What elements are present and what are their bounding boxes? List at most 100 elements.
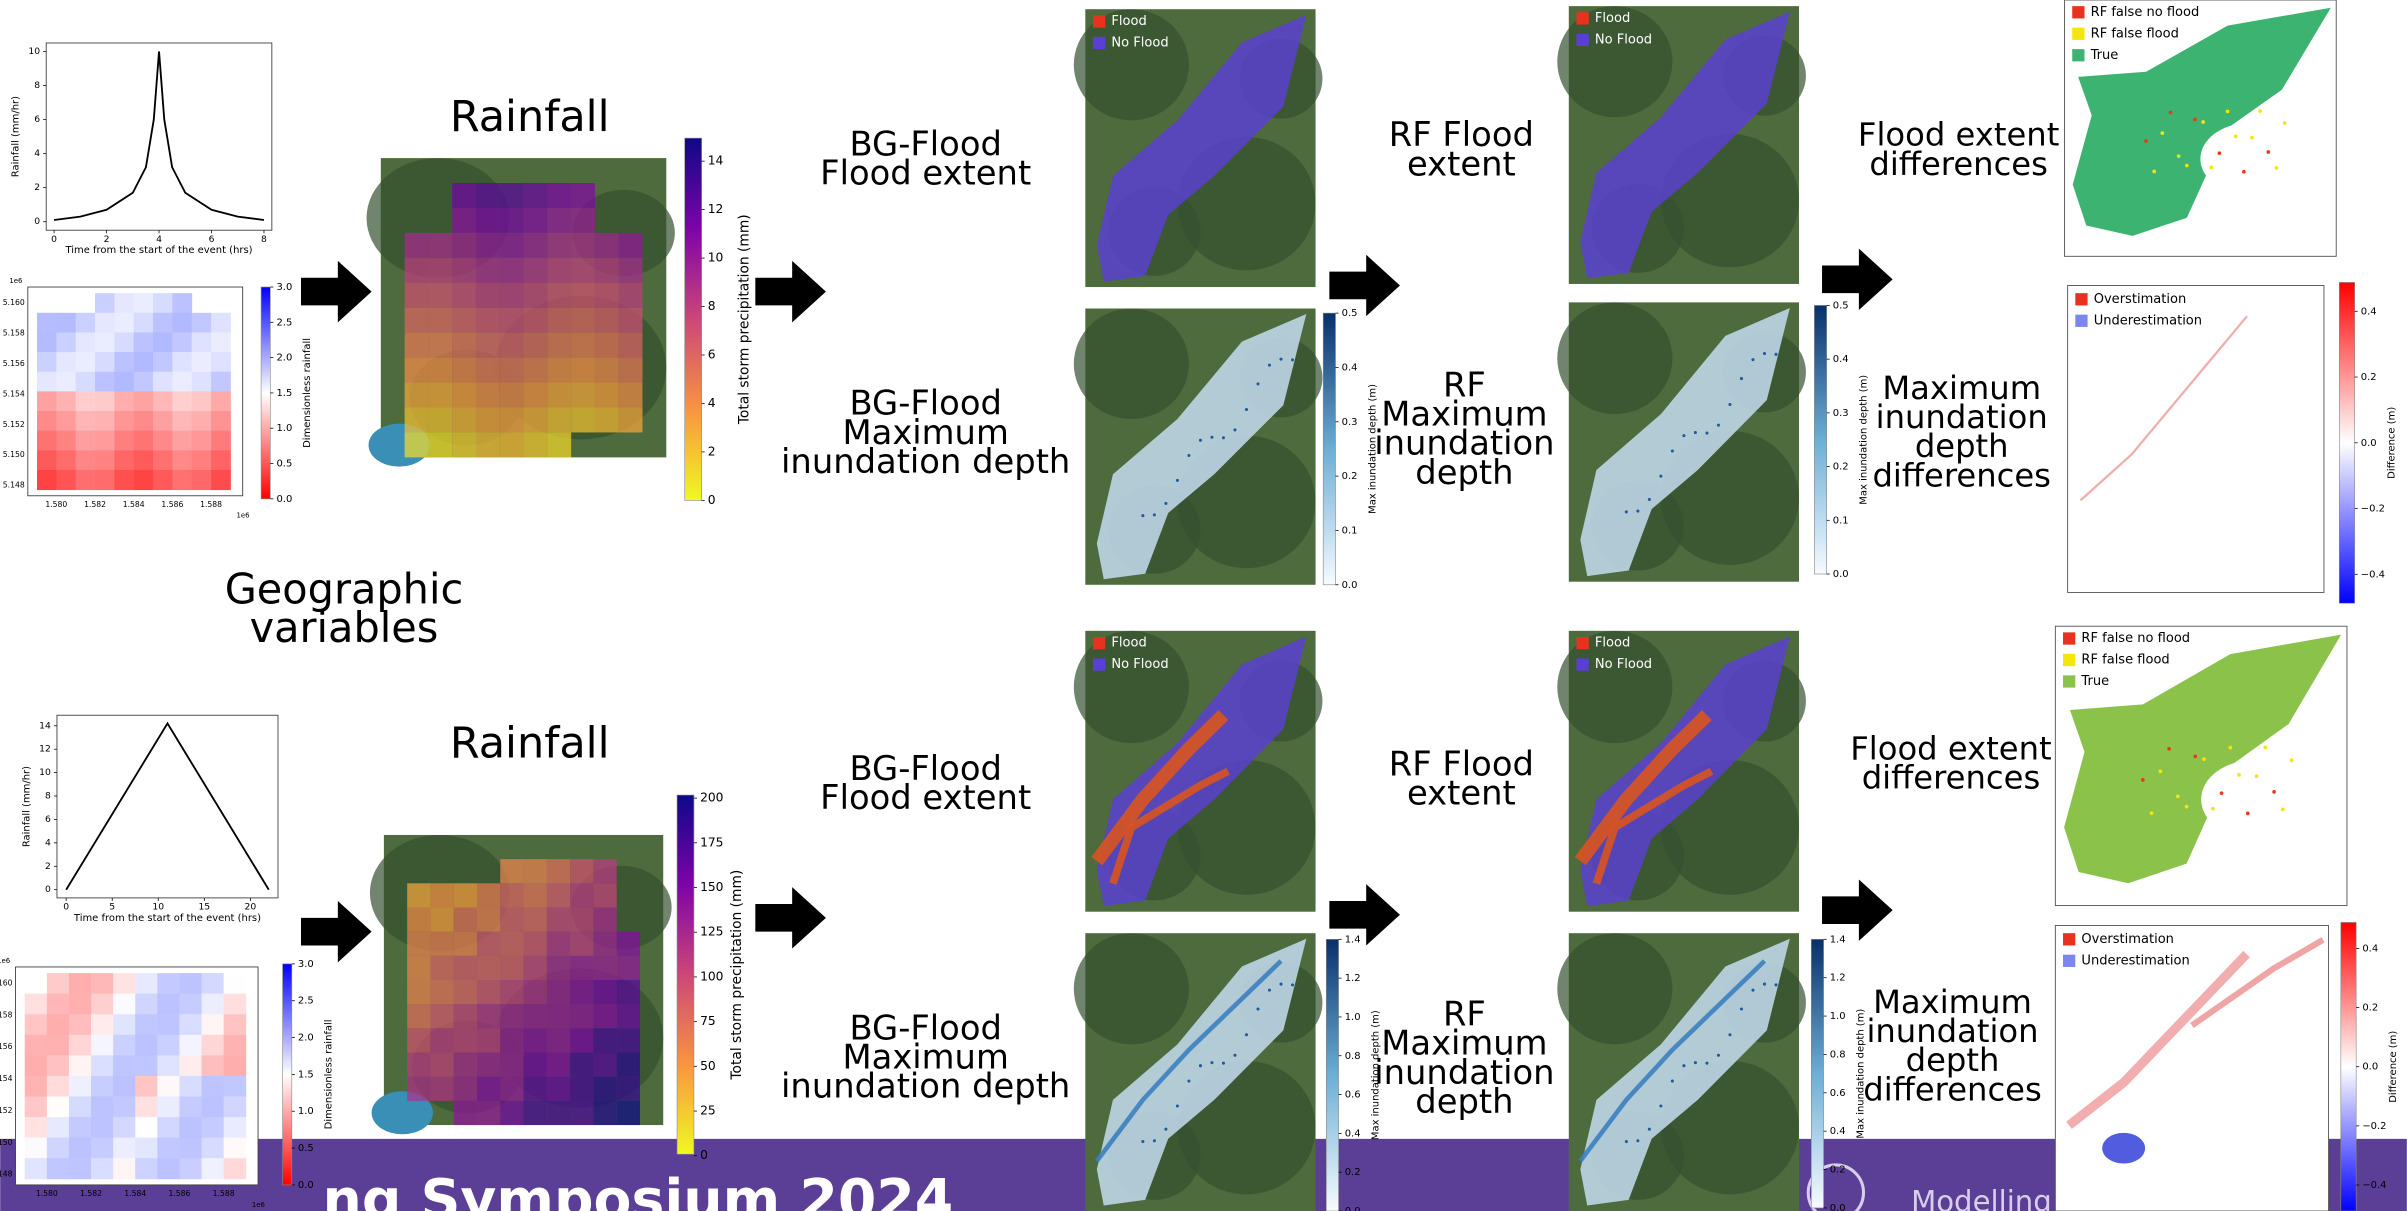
rainfall-cell [524, 208, 548, 233]
rainfall-cell [524, 1004, 547, 1028]
inundation-dot [1671, 1079, 1674, 1082]
rainfall-cell [428, 233, 452, 258]
inundation-dot [1245, 408, 1248, 411]
ratio-cell [69, 1076, 92, 1097]
colorbar-tick-label: 0.0 [1342, 580, 1358, 591]
colorbar-tick-label: 0.0 [1345, 1206, 1361, 1211]
colorbar-tick-label: 0.6 [1830, 1088, 1846, 1099]
rainfall-cell [430, 1028, 453, 1052]
rainfall-cell [452, 383, 476, 408]
panel-title: extent [1407, 774, 1516, 813]
rainfall-cell [428, 308, 452, 333]
colorbar-tick-label: 0.2 [1830, 1165, 1846, 1176]
rainfall-cell [500, 1101, 523, 1125]
rainfall-cell [570, 859, 593, 883]
colorbar-tick-label: 0.8 [1830, 1049, 1846, 1060]
x-tick-label: 15 [198, 902, 210, 913]
ratio-cell [47, 1035, 70, 1056]
colorbar-tick-label: 75 [700, 1014, 716, 1028]
rainfall-cell [524, 183, 548, 208]
ratio-cell [202, 1035, 225, 1056]
rainfall-cell [452, 333, 476, 358]
ratio-cell [224, 1096, 247, 1117]
inundation-dot [1625, 510, 1628, 513]
rainfall-cell [593, 1101, 616, 1125]
rainfall-cell [547, 408, 571, 433]
colorbar-tick-label: 8 [708, 299, 716, 313]
diff-dot [2167, 747, 2171, 751]
rainfall-cell [407, 932, 430, 956]
inundation-dot [1740, 377, 1743, 380]
rainfall-cell [619, 233, 643, 258]
y-tick-label: 8 [45, 791, 51, 802]
legend-swatch [2072, 6, 2084, 18]
x-tick-label: 1.580 [36, 1189, 58, 1198]
colorbar-tick-label: 0.0 [1833, 569, 1849, 580]
rainfall-cell [571, 408, 595, 433]
legend-label: Overstimation [2081, 932, 2174, 947]
ratio-cell [192, 332, 212, 352]
rainfall-cell [571, 233, 595, 258]
ratio-cell [91, 1014, 114, 1035]
legend-swatch [2063, 955, 2075, 967]
colorbar-tick-label: 0.0 [2361, 438, 2377, 449]
ratio-cell [114, 470, 134, 490]
rainfall-cell [500, 1004, 523, 1028]
rainfall-cell [476, 383, 500, 408]
ratio-cell [134, 411, 154, 431]
diff-dot [2185, 164, 2189, 168]
diff-dot [2209, 166, 2213, 170]
inundation-dot [1222, 1062, 1225, 1065]
ratio-cell [25, 1096, 48, 1117]
rainfall-cell [454, 980, 477, 1004]
rainfall-cell [617, 1028, 640, 1052]
rainfall-cell [547, 432, 571, 457]
rainfall-cell [452, 432, 476, 457]
ratio-cell [95, 431, 115, 451]
rainfall-cell [500, 208, 524, 233]
inundation-dot [1728, 1033, 1731, 1036]
ratio-cell [179, 1014, 202, 1035]
ratio-cell [95, 313, 115, 333]
y-tick-label: 5.158 [0, 1010, 13, 1019]
diff-dot [2176, 795, 2180, 799]
rainfall-cell [500, 258, 524, 283]
colorbar-tick-label: −0.2 [2361, 504, 2385, 515]
rainfall-cell [500, 883, 523, 907]
y-tick-label: 12 [39, 744, 51, 755]
rainfall-cell [593, 907, 616, 931]
rainfall-cell [570, 980, 593, 1004]
ratio-cell [113, 994, 136, 1015]
rainfall-cell [407, 1004, 430, 1028]
inundation-dot [1717, 424, 1720, 427]
ratio-cell [95, 470, 115, 490]
legend-swatch [2075, 293, 2087, 305]
rainfall-cell [524, 932, 547, 956]
ratio-cell [91, 1055, 114, 1076]
ratio-cell [91, 1138, 114, 1159]
rainfall-cell [595, 358, 619, 383]
colorbar-tick-label: 12 [708, 202, 724, 216]
colorbar-tick-label: 150 [700, 880, 723, 894]
ratio-cell [47, 1096, 70, 1117]
arrow [1822, 879, 1893, 940]
colorbar-tick-label: 0.5 [276, 459, 292, 470]
legend-swatch [1093, 658, 1105, 670]
rainfall-cell [571, 183, 595, 208]
rainfall-cell [454, 932, 477, 956]
ratio-cell [69, 1096, 92, 1117]
rainfall-cell [570, 932, 593, 956]
inundation-dot [1694, 431, 1697, 434]
inundation-dot [1659, 1104, 1662, 1107]
rainfall-cell [477, 907, 500, 931]
ratio-cell [135, 1117, 158, 1138]
legend-swatch [2075, 315, 2087, 327]
ratio-cell [192, 431, 212, 451]
rainfall-cell [500, 333, 524, 358]
ratio-cell [211, 352, 231, 372]
colorbar-tick-label: 0.6 [1345, 1090, 1361, 1101]
rainfall-cell [500, 233, 524, 258]
x-tick-label: 0 [51, 234, 57, 245]
rainfall-cell [619, 383, 643, 408]
ratio-cell [95, 450, 115, 470]
